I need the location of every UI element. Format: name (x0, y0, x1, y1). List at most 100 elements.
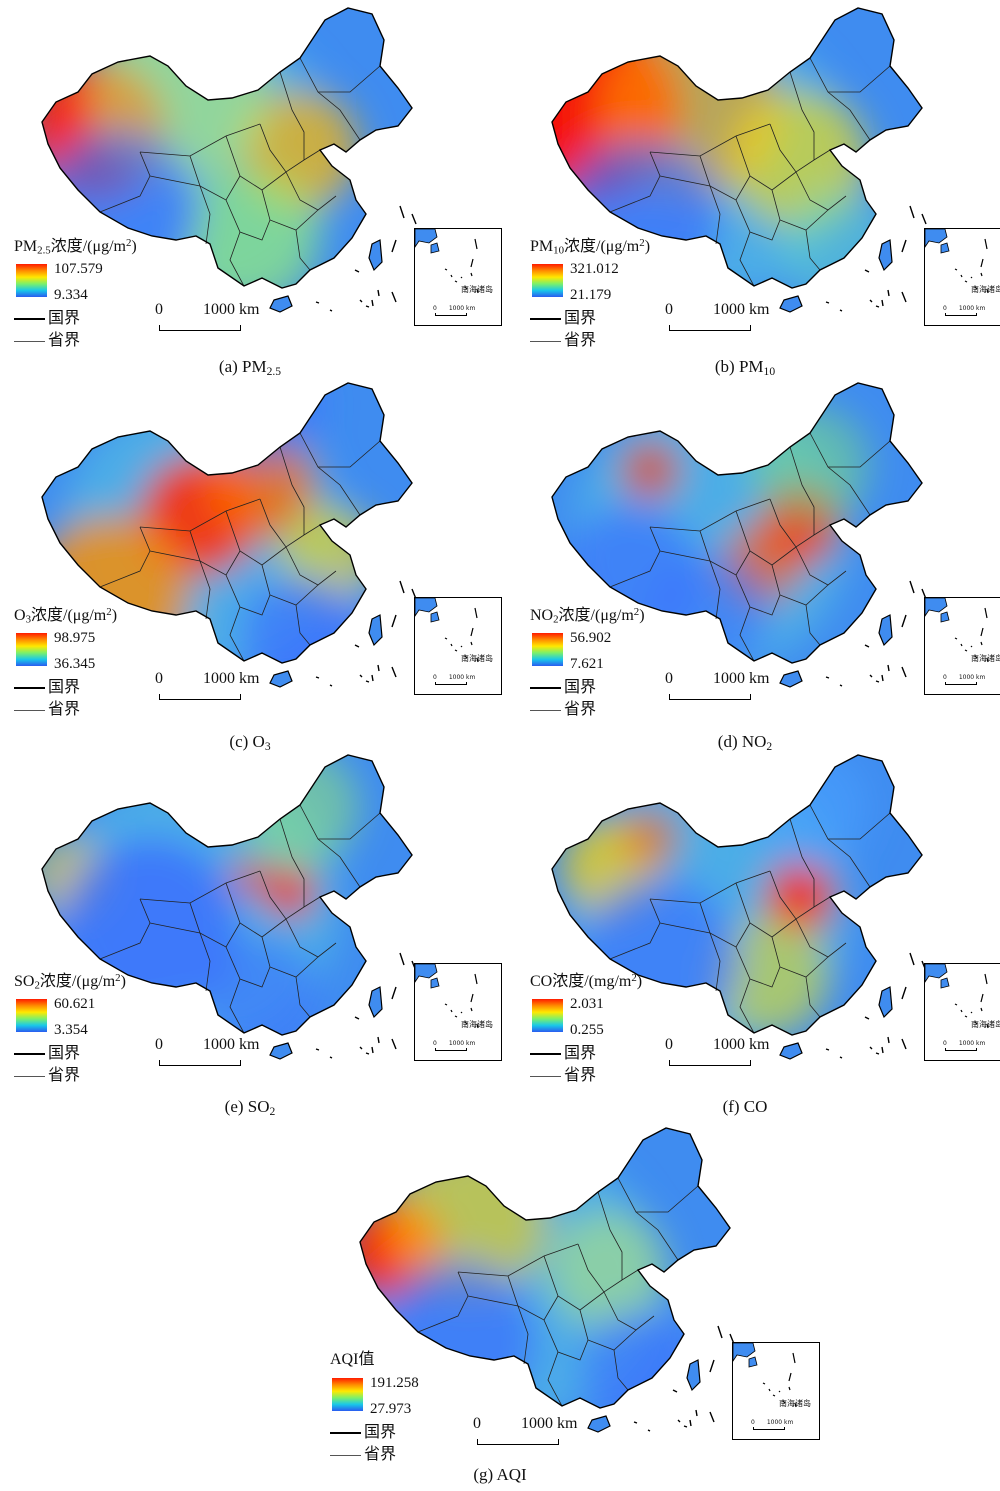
provincial-label: 省界 (48, 332, 81, 349)
caption-text: (e) SO (224, 1097, 270, 1116)
provincial-label: 省界 (564, 701, 597, 718)
so2-legend-title: SO2浓度/(μg/m2) (14, 973, 126, 991)
pm10-national-boundary (551, 7, 923, 289)
inset-scale: 0 1000 km (943, 674, 985, 681)
scale-zero: 0 (155, 1036, 163, 1053)
legend-title-main: AQI值 (330, 1351, 375, 1368)
no2-south-china-sea-inset: 南海诸岛 0 1000 km (924, 597, 1000, 695)
so2-legend-national: 国界 (14, 1046, 80, 1062)
provincial-line-swatch (530, 1075, 561, 1077)
pm25-south-china-sea-inset: 南海诸岛 0 1000 km (414, 228, 502, 326)
inset-scale-bar (753, 1427, 785, 1430)
co-legend-min: 0.255 (570, 1022, 604, 1038)
o3-panel: O3浓度/(μg/m2) 98.975 36.345 国界 省界 0 1000 km 南海诸岛… (0, 375, 502, 718)
inset-scale-bar (435, 313, 467, 316)
provincial-line-swatch (330, 1454, 361, 1456)
national-line-swatch (14, 687, 45, 690)
inset-scale-zero: 0 (433, 674, 437, 681)
so2-south-china-sea-inset: 南海诸岛 0 1000 km (414, 963, 502, 1061)
inset-scale-bar (435, 1048, 467, 1051)
aqi-national-boundary (359, 1127, 731, 1409)
pm10-south-china-sea-inset: 南海诸岛 0 1000 km (924, 228, 1000, 326)
inset-scale-label: 1000 km (958, 305, 986, 312)
caption-sub: 3 (264, 739, 271, 753)
inset-scale-bar (435, 682, 467, 685)
scale-label: 1000 km (713, 670, 770, 687)
legend-title-sup: 2 (633, 606, 640, 618)
aqi-legend-min: 27.973 (370, 1401, 412, 1417)
provincial-label: 省界 (564, 332, 597, 349)
scale-zero: 0 (665, 301, 673, 318)
pm25-legend-national: 国界 (14, 311, 80, 327)
legend-title-close: ) (639, 606, 645, 624)
co-legend-national: 国界 (530, 1046, 596, 1062)
scale-bar-line (669, 1060, 751, 1066)
aqi-south-china-sea-inset: 南海诸岛 0 1000 km (732, 1342, 820, 1440)
so2-caption: (e) SO2 (50, 1097, 450, 1118)
so2-legend-provincial: 省界 (14, 1068, 80, 1084)
no2-caption: (d) NO2 (545, 732, 945, 753)
provincial-label: 省界 (48, 701, 81, 718)
caption-text: (d) NO (717, 732, 767, 751)
scale-label: 1000 km (713, 1036, 770, 1053)
national-line-swatch (530, 687, 561, 690)
national-line-swatch (530, 1053, 561, 1056)
co-national-boundary (551, 754, 923, 1036)
o3-caption: (c) O3 (50, 732, 450, 753)
provincial-line-swatch (14, 340, 45, 342)
pm25-panel: PM2.5浓度/(μg/m2) 107.579 9.334 国界 省界 0 1000 km 南… (0, 0, 502, 349)
national-label: 国界 (48, 310, 81, 327)
inset-label: 南海诸岛 (461, 1020, 493, 1029)
pm10-panel: PM10浓度/(μg/m2) 321.012 21.179 国界 省界 0 1000 km 南… (510, 0, 1000, 349)
provincial-line-swatch (14, 709, 45, 711)
provincial-line-swatch (530, 709, 561, 711)
legend-title-sub: 2.5 (37, 244, 51, 257)
so2-national-boundary (41, 754, 413, 1036)
legend-title-sub: 2 (553, 613, 559, 626)
provincial-line-swatch (530, 340, 561, 342)
pm10-legend-provincial: 省界 (530, 333, 596, 349)
legend-title-sup: 2 (115, 972, 121, 984)
inset-scale: 0 1000 km (943, 1040, 985, 1047)
national-label: 国界 (364, 1424, 397, 1441)
no2-panel: NO2浓度/(μg/m2) 56.902 7.621 国界 省界 0 1000 km 南海诸岛… (510, 375, 1000, 718)
inset-scale-zero: 0 (433, 305, 437, 312)
pm10-caption: (b) PM10 (545, 357, 945, 378)
o3-legend-max: 98.975 (54, 630, 96, 646)
o3-legend-min: 36.345 (54, 656, 96, 672)
inset-scale-bar (945, 313, 977, 316)
co-color-ramp (532, 999, 563, 1032)
legend-title-sup: 2 (125, 237, 132, 249)
caption-text: (b) PM (714, 357, 764, 376)
no2-legend-title: NO2浓度/(μg/m2) (530, 607, 645, 625)
national-label: 国界 (564, 1045, 597, 1062)
provincial-line-swatch (14, 1075, 45, 1077)
scale-bar-line (159, 325, 241, 331)
scale-zero: 0 (155, 670, 163, 687)
inset-label: 南海诸岛 (461, 285, 493, 294)
legend-title-unit: 浓度/(μg/m (558, 606, 634, 624)
scale-bar-line (477, 1439, 559, 1445)
inset-scale-bar (945, 682, 977, 685)
legend-title-close: ) (131, 237, 137, 255)
inset-scale: 0 1000 km (943, 305, 985, 312)
legend-title-main: SO (14, 972, 35, 990)
co-legend-title: CO浓度/(mg/m2) (530, 973, 642, 990)
legend-title-unit: 浓度/(mg/m (552, 972, 632, 990)
national-label: 国界 (48, 1045, 81, 1062)
legend-title-main: PM (530, 237, 554, 255)
legend-title-main: PM (14, 237, 38, 255)
pm25-map (41, 7, 417, 313)
scale-zero: 0 (155, 301, 163, 318)
no2-national-boundary (551, 382, 923, 664)
inset-scale-bar (945, 1048, 977, 1051)
pm10-legend-max: 321.012 (570, 261, 619, 277)
legend-title-main: CO (530, 972, 553, 990)
national-line-swatch (14, 1053, 45, 1056)
inset-label: 南海诸岛 (461, 654, 493, 663)
scale-label: 1000 km (203, 670, 260, 687)
national-line-swatch (14, 318, 45, 321)
scale-bar-line (669, 694, 751, 700)
o3-legend-national: 国界 (14, 680, 80, 696)
o3-national-boundary (41, 382, 413, 664)
